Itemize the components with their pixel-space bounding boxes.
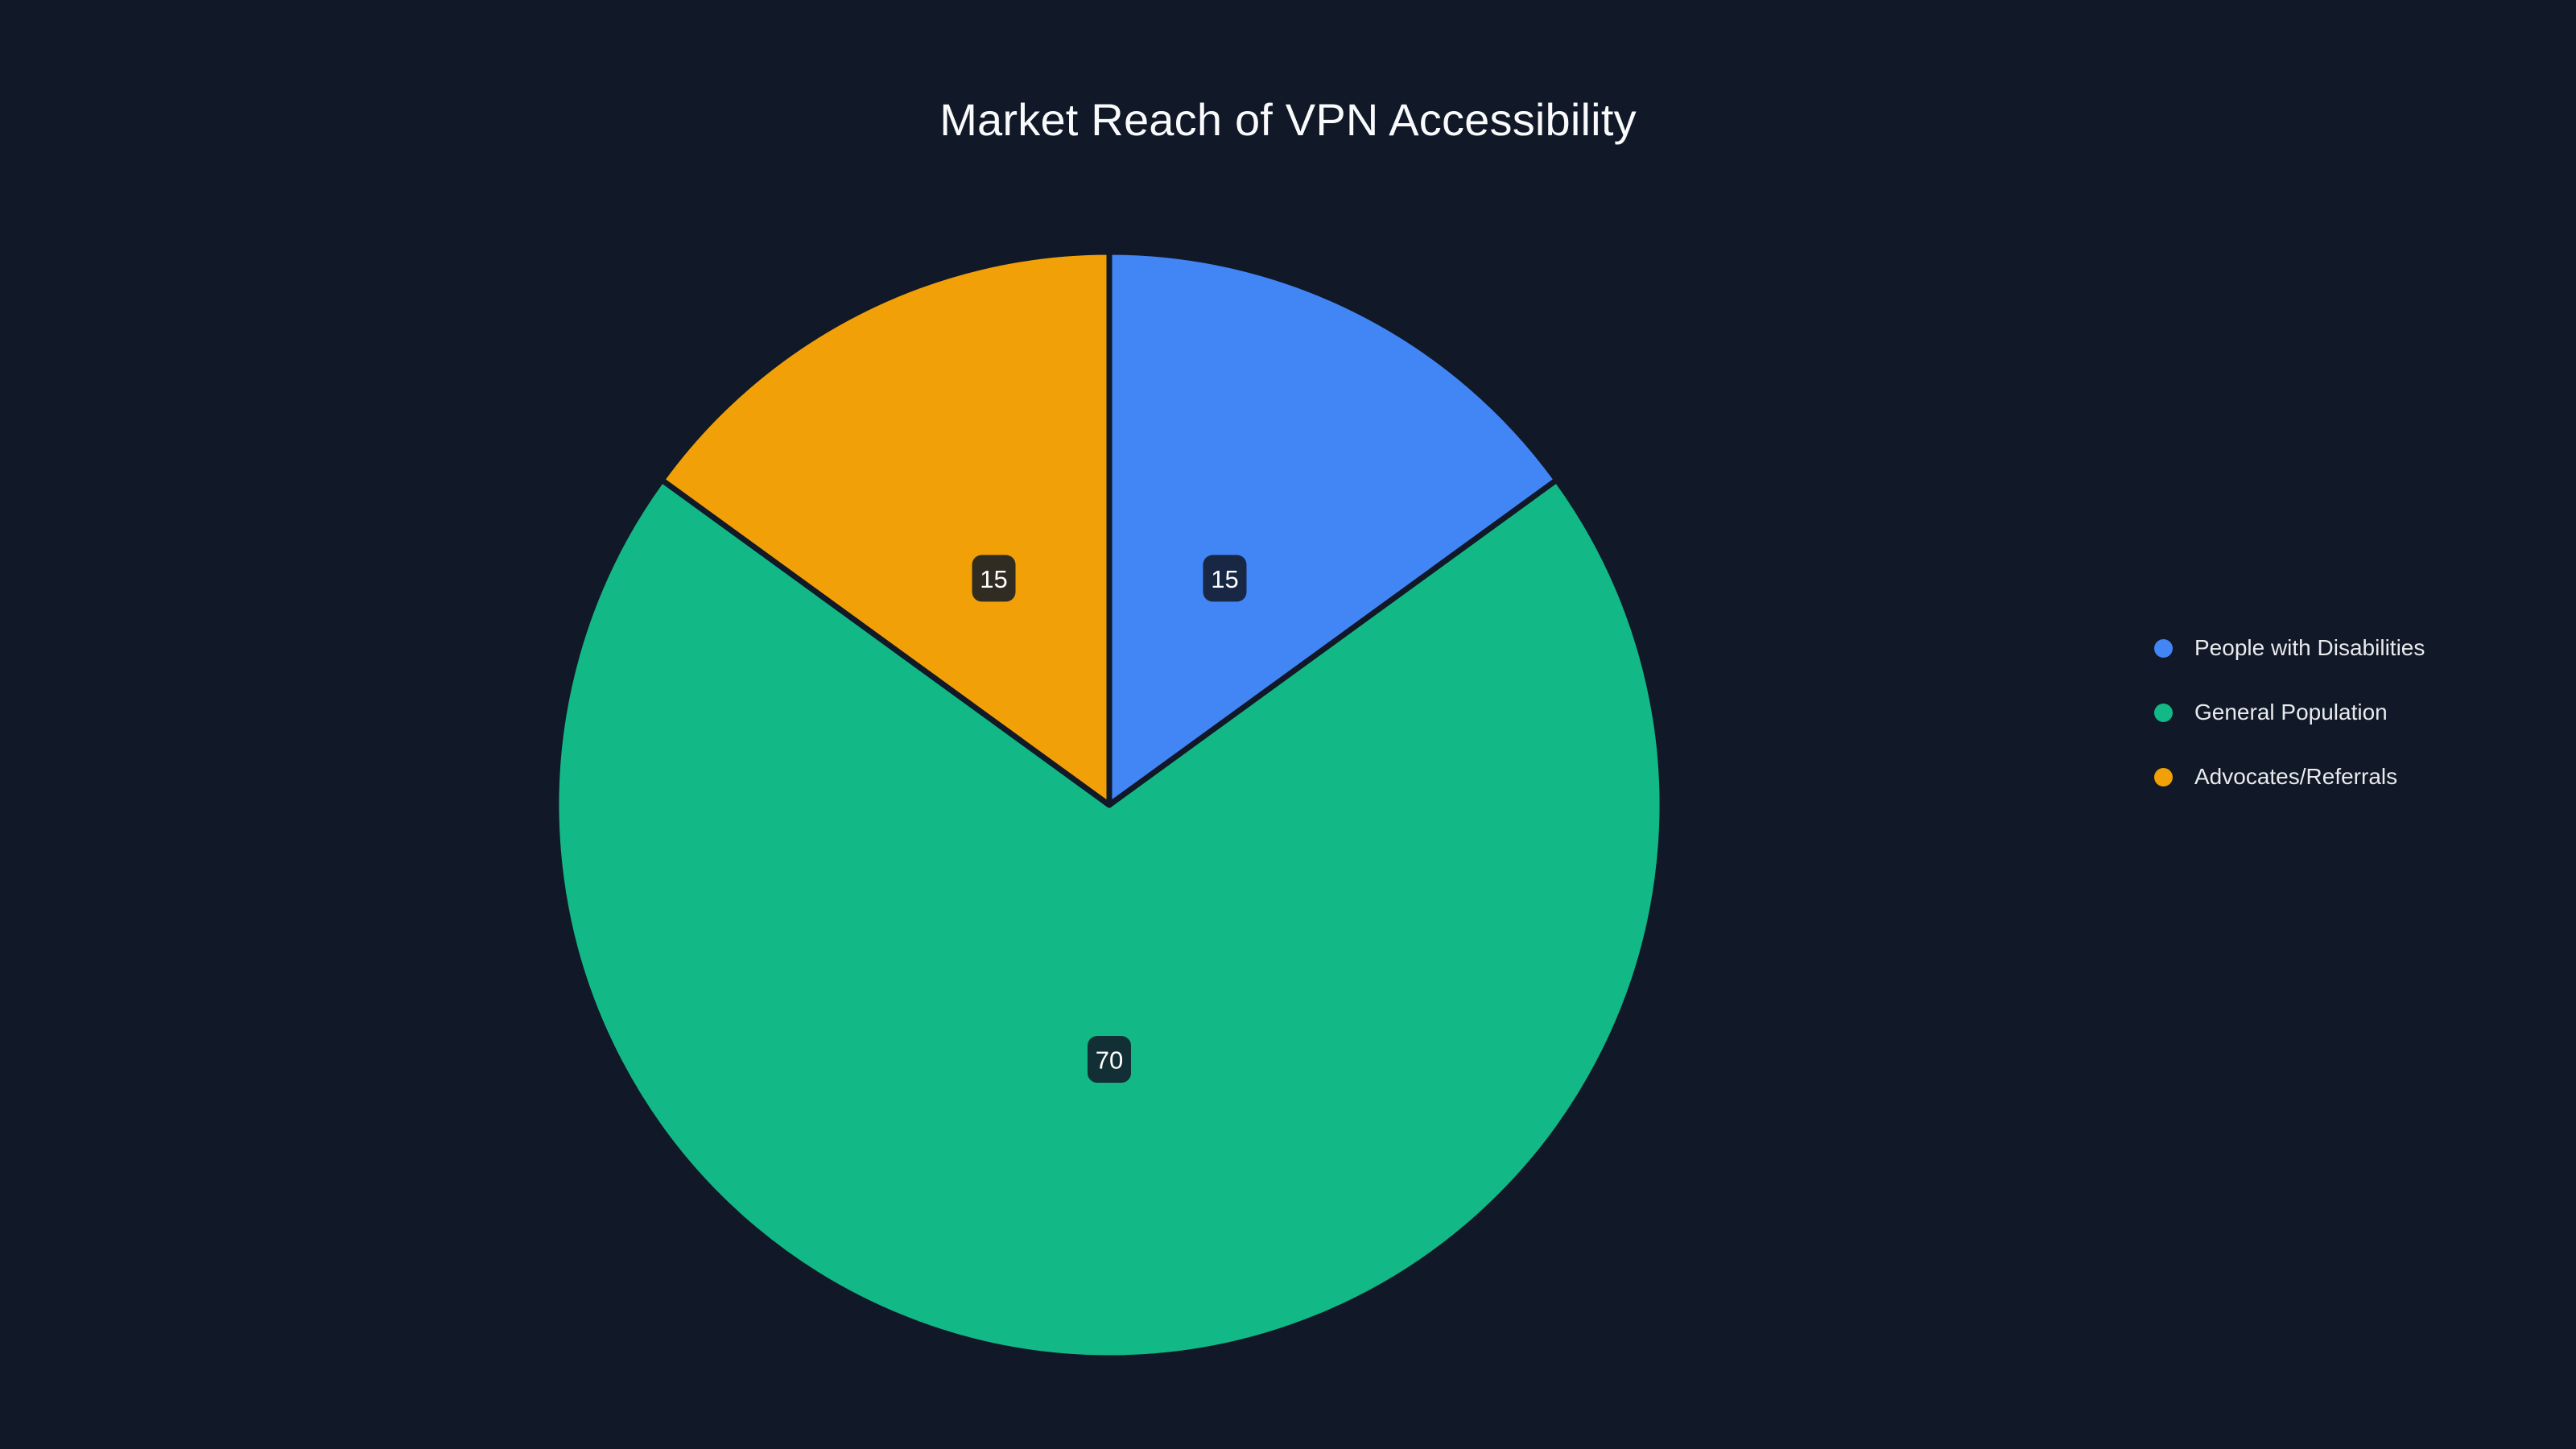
legend-item[interactable]: Advocates/Referrals (2154, 765, 2425, 789)
slice-value-badge (1203, 555, 1247, 602)
pie-slice[interactable] (553, 477, 1666, 1361)
legend-swatch-icon (2154, 703, 2173, 722)
legend-swatch-icon (2154, 638, 2173, 658)
slice-value-badge (972, 555, 1016, 602)
legend-item-label: General Population (2194, 700, 2388, 724)
legend-item-label: People with Disabilities (2194, 635, 2425, 660)
chart-legend: People with Disabilities General Populati… (2154, 636, 2425, 789)
slice-value-text: 15 (1211, 565, 1238, 593)
slice-value-text: 70 (1096, 1046, 1123, 1075)
slice-value-label: 15 (972, 555, 1016, 602)
pie-value-labels: 15 70 15 (972, 555, 1247, 1084)
slice-value-badge (1088, 1036, 1131, 1084)
pie-slice[interactable] (1106, 249, 1560, 808)
legend-item-label: Advocates/Referrals (2194, 764, 2398, 789)
slice-value-text: 15 (980, 565, 1007, 593)
slice-value-label: 70 (1088, 1036, 1131, 1084)
legend-swatch-icon (2154, 767, 2173, 786)
legend-item[interactable]: General Population (2154, 700, 2425, 724)
slice-value-label: 15 (1203, 555, 1247, 602)
pie-slice[interactable] (658, 249, 1113, 808)
pie-slices (553, 249, 1666, 1361)
legend-item[interactable]: People with Disabilities (2154, 636, 2425, 660)
chart-title: Market Reach of VPN Accessibility (939, 94, 1637, 145)
